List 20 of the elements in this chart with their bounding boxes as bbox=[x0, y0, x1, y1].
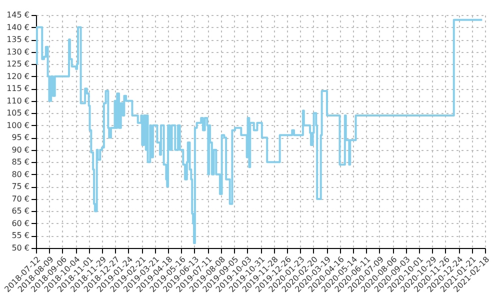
y-tick-label: 80 € bbox=[12, 170, 30, 179]
y-tick-label: 145 € bbox=[6, 10, 30, 20]
y-tick-label: 85 € bbox=[12, 158, 30, 167]
y-tick-label: 50 € bbox=[12, 244, 30, 252]
y-tick-label: 130 € bbox=[6, 47, 30, 56]
y-tick-label: 60 € bbox=[12, 218, 30, 228]
y-tick-label: 105 € bbox=[6, 108, 30, 118]
y-tick-label: 95 € bbox=[12, 133, 30, 142]
y-tick-label: 135 € bbox=[6, 35, 30, 44]
y-tick-label: 65 € bbox=[12, 206, 30, 216]
y-tick-label: 75 € bbox=[12, 182, 30, 192]
y-tick-label: 70 € bbox=[12, 194, 30, 204]
y-tick-label: 120 € bbox=[6, 72, 30, 81]
y-tick-label: 125 € bbox=[6, 60, 30, 69]
y-tick-label: 115 € bbox=[6, 84, 30, 94]
y-tick-label: 55 € bbox=[12, 231, 30, 240]
y-tick-label: 110 € bbox=[6, 96, 30, 106]
y-tick-label: 100 € bbox=[6, 120, 30, 130]
y-tick-label: 90 € bbox=[12, 145, 30, 154]
y-tick-label: 140 € bbox=[6, 22, 30, 32]
